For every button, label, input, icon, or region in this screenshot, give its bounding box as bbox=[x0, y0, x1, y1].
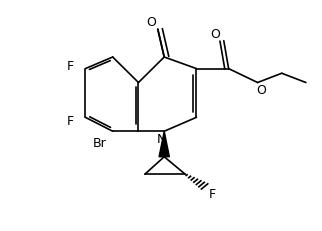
Text: F: F bbox=[67, 114, 74, 127]
Text: F: F bbox=[67, 60, 74, 73]
Text: O: O bbox=[146, 16, 156, 29]
Text: N: N bbox=[156, 132, 166, 145]
Text: O: O bbox=[210, 28, 220, 41]
Polygon shape bbox=[159, 132, 169, 157]
Text: O: O bbox=[257, 84, 266, 97]
Text: Br: Br bbox=[92, 136, 106, 149]
Text: F: F bbox=[209, 188, 216, 201]
